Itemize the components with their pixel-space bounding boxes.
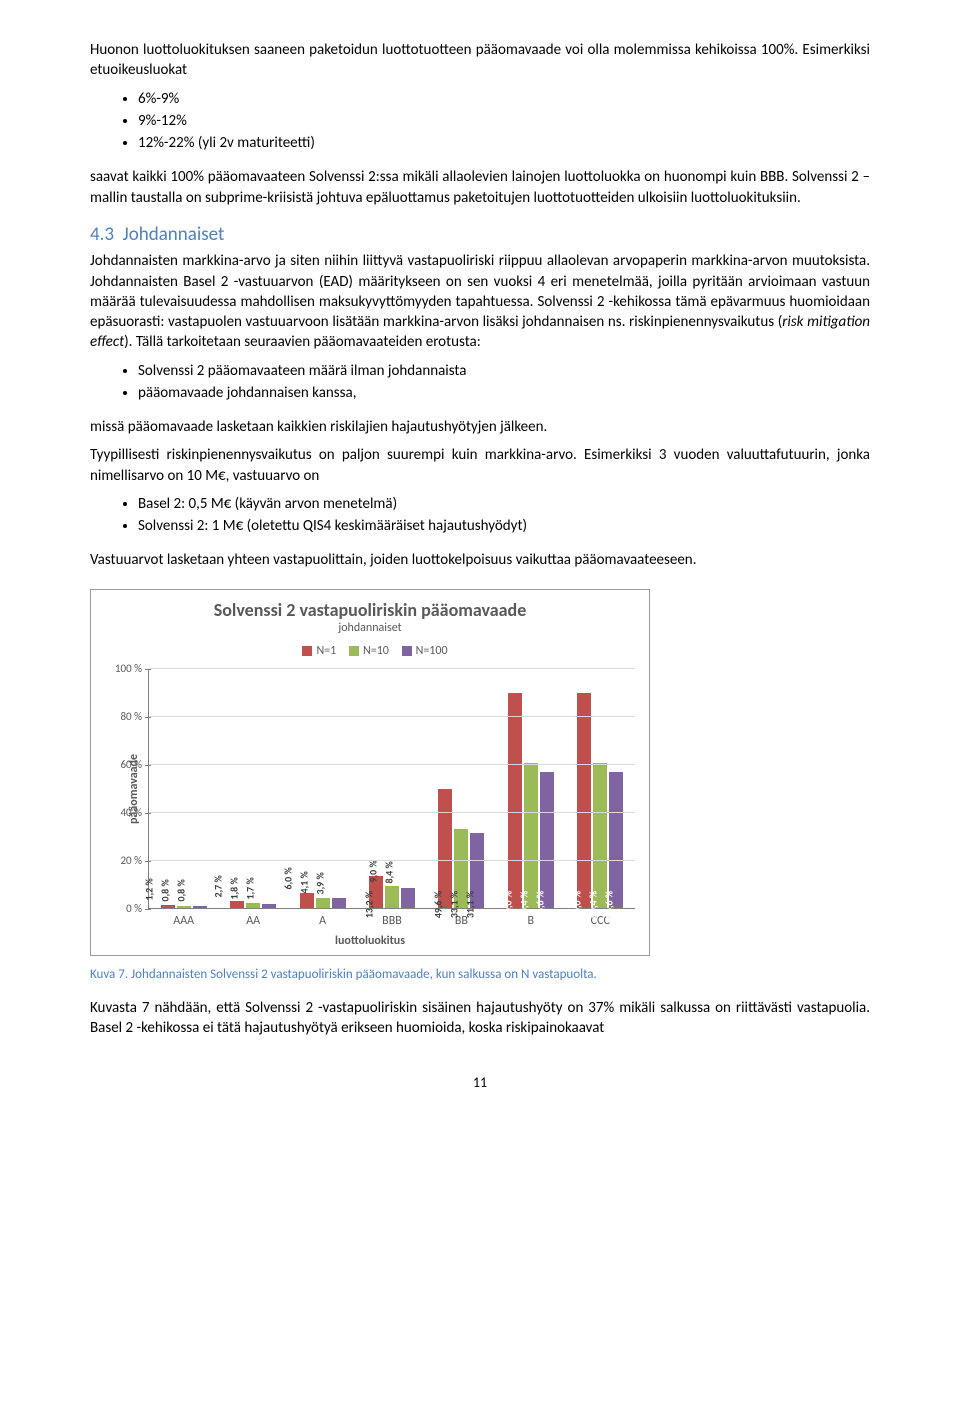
bar: 1,7 % — [262, 904, 276, 908]
paragraph-3b: ). Tällä tarkoitetaan seuraavien pääomav… — [124, 333, 481, 351]
x-tick-label: A — [288, 909, 357, 929]
list-item: 12%-22% (yli 2v maturiteetti) — [138, 133, 870, 153]
category-group: 6,0 %4,1 %3,9 % — [288, 669, 357, 909]
priority-classes-list: 6%-9% 9%-12% 12%-22% (yli 2v maturiteett… — [138, 89, 870, 154]
y-axis: 0 %20 %40 %60 %80 %100 % — [105, 669, 149, 909]
bar: 60,4 % — [593, 763, 607, 907]
x-axis-title: luottoluokitus — [105, 933, 635, 949]
bar: 4,1 % — [316, 898, 330, 908]
bar: 8,4 % — [401, 888, 415, 908]
list-item: Solvenssi 2 pääomavaateen määrä ilman jo… — [138, 361, 870, 381]
bar: 0,8 % — [193, 906, 207, 908]
bar: 6,0 % — [300, 893, 314, 907]
list-item: pääomavaade johdannaisen kanssa, — [138, 383, 870, 403]
plot-area: 1,2 %0,8 %0,8 %2,7 %1,8 %1,7 %6,0 %4,1 %… — [149, 669, 635, 909]
paragraph-3: Johdannaisten markkina-arvo ja siten nii… — [90, 251, 870, 352]
paragraph-5: Tyypillisesti riskinpienennysvaikutus on… — [90, 445, 870, 486]
bar: 1,2 % — [161, 905, 175, 908]
paragraph-7: Kuvasta 7 nähdään, että Solvenssi 2 -vas… — [90, 998, 870, 1039]
figure-7-chart: Solvenssi 2 vastapuoliriskin pääomavaade… — [90, 589, 650, 956]
x-tick-label: AAA — [149, 909, 218, 929]
bar: 60,4 % — [524, 763, 538, 907]
x-tick-label: AA — [218, 909, 287, 929]
chart-title: Solvenssi 2 vastapuoliriskin pääomavaade — [105, 600, 635, 621]
paragraph-1: Huonon luottoluokituksen saaneen paketoi… — [90, 40, 870, 81]
legend-label: N=1 — [316, 644, 336, 658]
bar: 2,7 % — [230, 901, 244, 907]
bar: 1,8 % — [246, 903, 260, 907]
bar: 56,6 % — [609, 772, 623, 907]
legend-swatch-n10 — [349, 646, 359, 656]
legend-swatch-n1 — [302, 646, 312, 656]
category-group: 90,0 %60,4 %56,6 % — [566, 669, 635, 909]
capital-req-list: Solvenssi 2 pääomavaateen määrä ilman jo… — [138, 361, 870, 404]
exposure-value-list: Basel 2: 0,5 M€ (käyvän arvon menetelmä)… — [138, 494, 870, 537]
bar: 90,0 % — [508, 693, 522, 908]
figure-7-caption: Kuva 7. Johdannaisten Solvenssi 2 vastap… — [90, 966, 870, 984]
chart-subtitle: johdannaiset — [105, 620, 635, 636]
category-group: 13,2 %9,0 %8,4 % — [357, 669, 426, 909]
list-item: 9%-12% — [138, 111, 870, 131]
bar: 56,6 % — [540, 772, 554, 907]
paragraph-6: Vastuuarvot lasketaan yhteen vastapuolit… — [90, 550, 870, 570]
legend-label: N=10 — [363, 644, 389, 658]
heading-title: Johdannaiset — [123, 223, 225, 246]
category-group: 90,0 %60,4 %56,6 % — [496, 669, 565, 909]
paragraph-2: saavat kaikki 100% pääomavaateen Solvens… — [90, 167, 870, 208]
chart-plot: pääomavaade 0 %20 %40 %60 %80 %100 % 1,2… — [105, 669, 635, 909]
paragraph-4: missä pääomavaade lasketaan kaikkien ris… — [90, 417, 870, 437]
bar: 0,8 % — [177, 906, 191, 908]
category-group: 2,7 %1,8 %1,7 % — [218, 669, 287, 909]
x-axis-labels: AAAAAABBBBBBCCC — [149, 909, 635, 929]
bar: 31,1 % — [470, 833, 484, 907]
paragraph-3a: Johdannaisten markkina-arvo ja siten nii… — [90, 252, 870, 331]
bar: 9,0 % — [385, 886, 399, 908]
heading-number: 4.3 — [90, 223, 114, 246]
section-heading-johdannaiset: 4.3 Johdannaiset — [90, 222, 870, 248]
list-item: Basel 2: 0,5 M€ (käyvän arvon menetelmä) — [138, 494, 870, 514]
list-item: 6%-9% — [138, 89, 870, 109]
page-number: 11 — [90, 1074, 870, 1093]
bar: 3,9 % — [332, 898, 346, 907]
bar: 90,0 % — [577, 693, 591, 908]
legend-swatch-n100 — [402, 646, 412, 656]
list-item: Solvenssi 2: 1 M€ (oletettu QIS4 keskimä… — [138, 516, 870, 536]
chart-legend: N=1 N=10 N=100 — [105, 643, 635, 659]
legend-label: N=100 — [416, 644, 448, 658]
category-group: 1,2 %0,8 %0,8 % — [149, 669, 218, 909]
category-group: 49,6 %33,1 %31,1 % — [427, 669, 496, 909]
